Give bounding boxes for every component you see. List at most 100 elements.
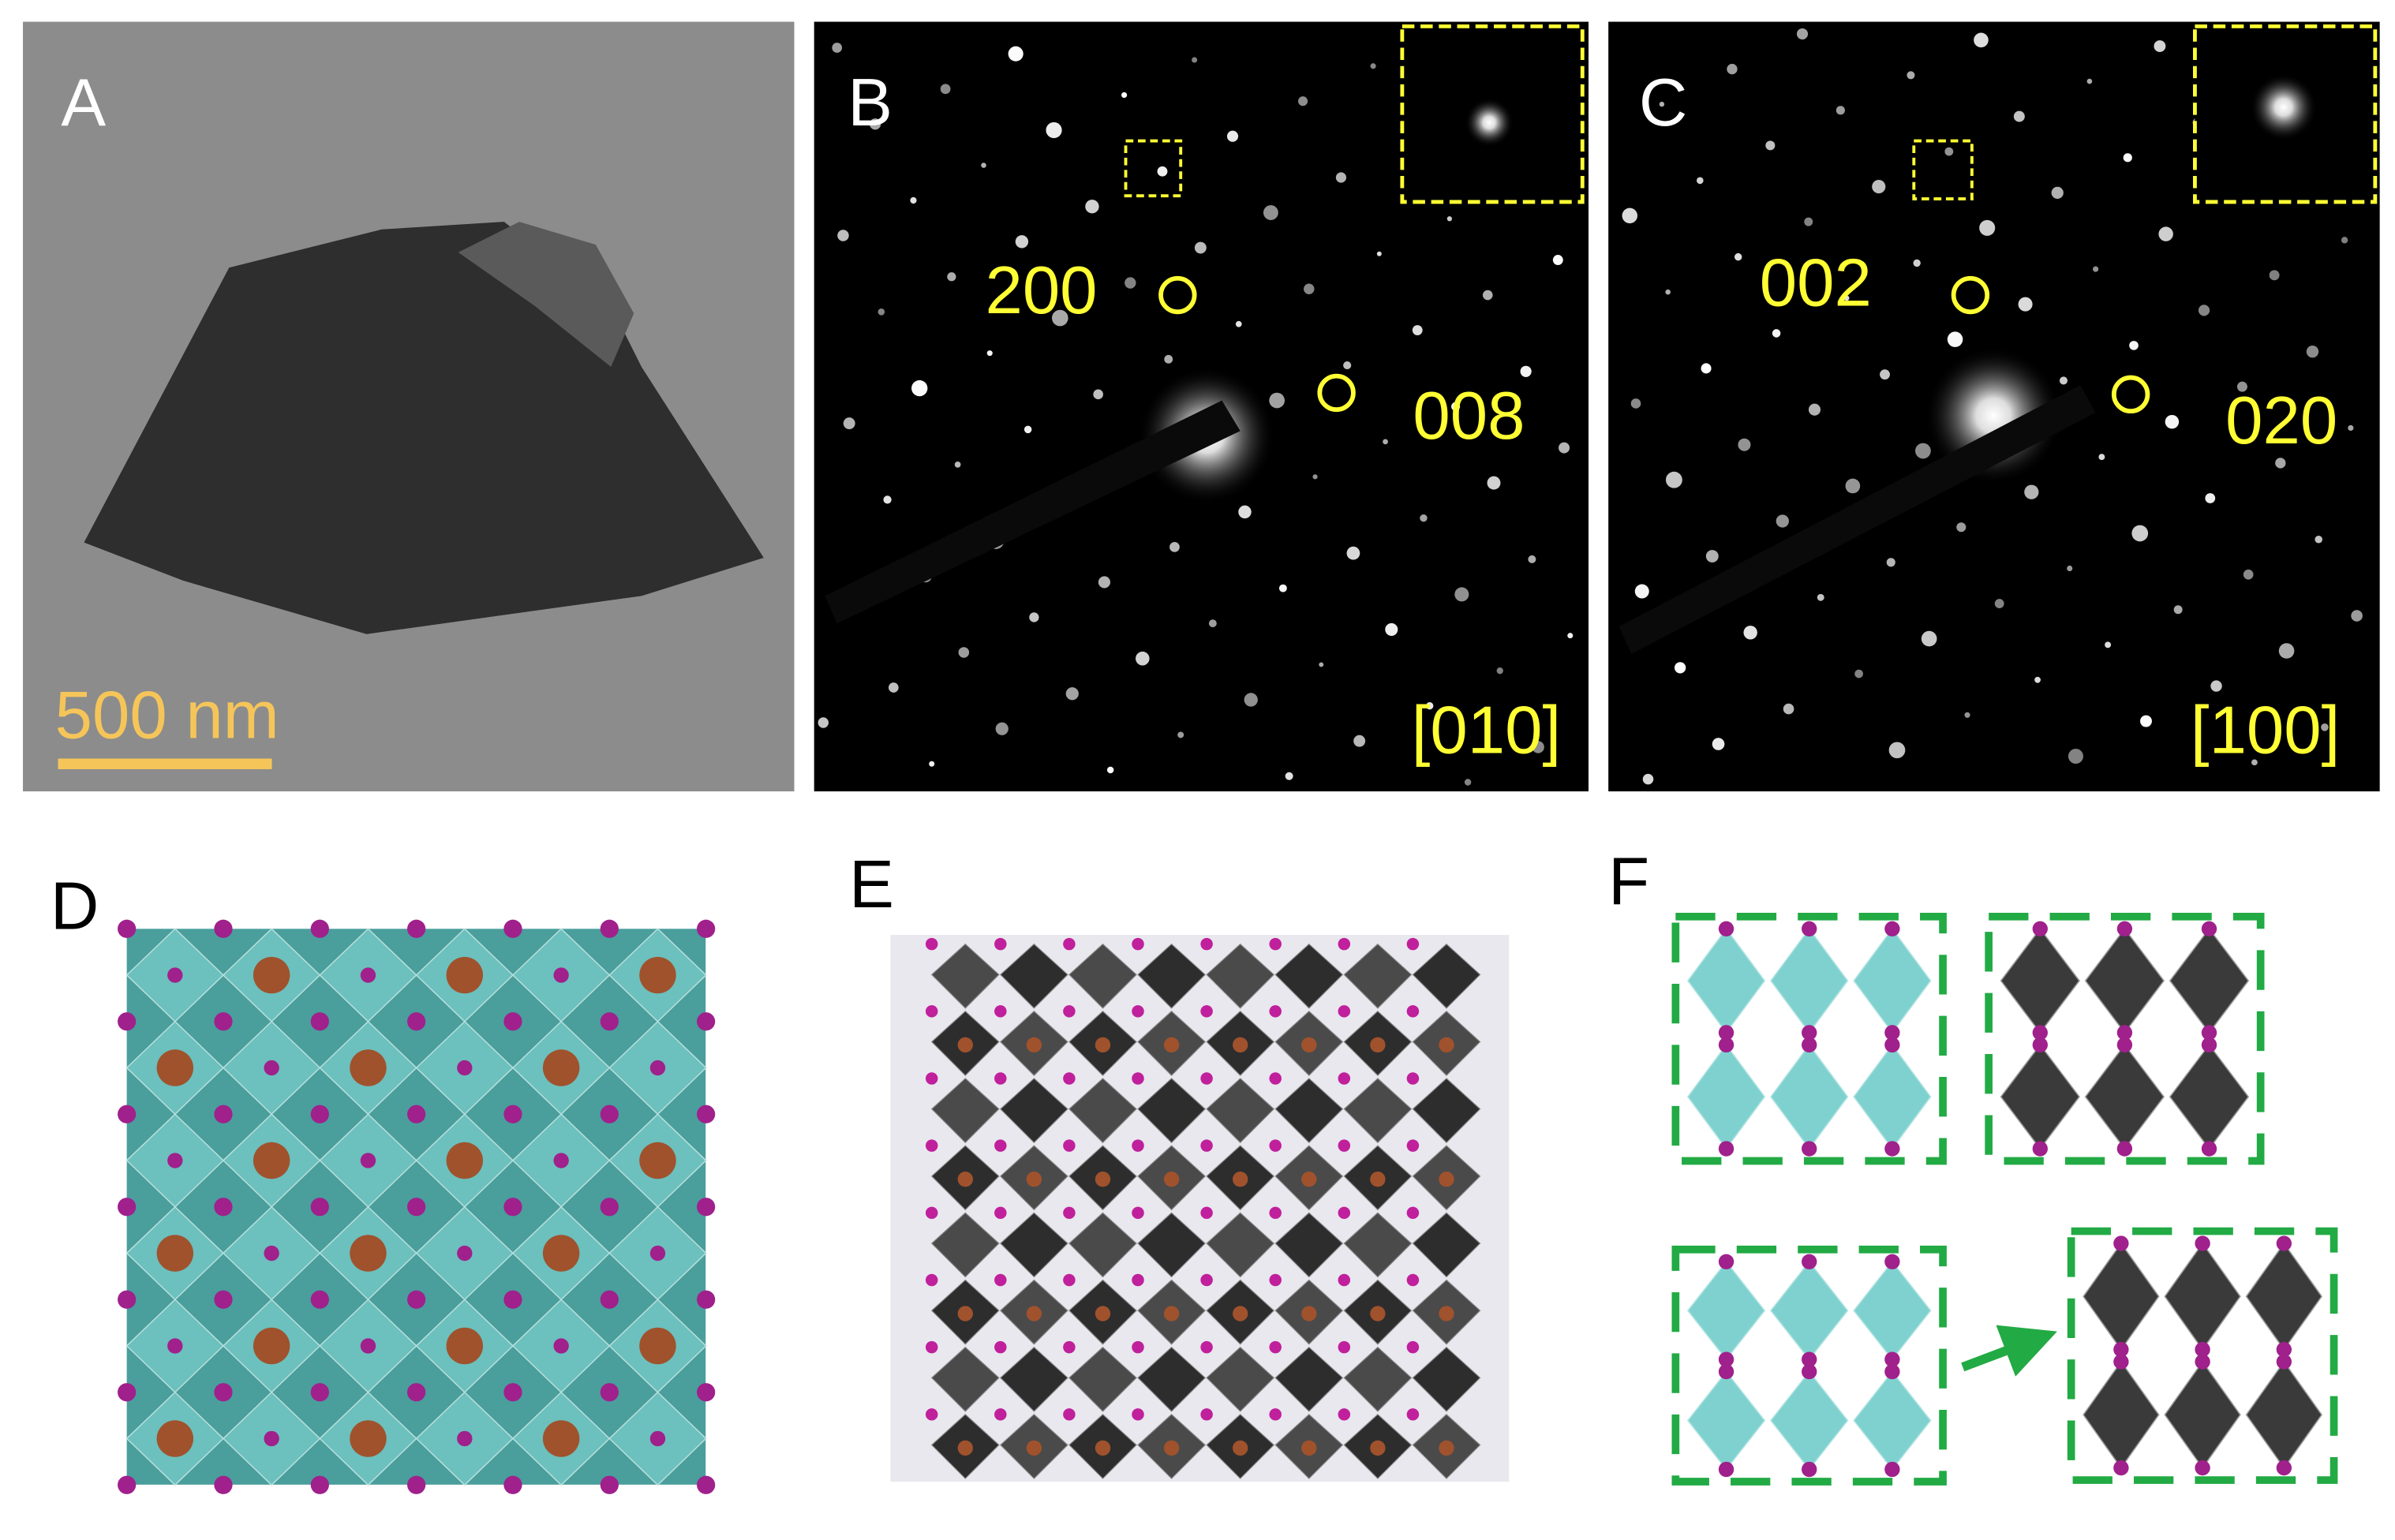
organic bbox=[957, 1172, 973, 1187]
atom bbox=[2276, 1235, 2292, 1251]
organic bbox=[446, 1327, 484, 1365]
atom bbox=[2032, 921, 2048, 936]
atom bbox=[2195, 1235, 2210, 1251]
spot bbox=[1093, 389, 1103, 400]
panel-label: D bbox=[51, 869, 99, 944]
spot-index: 008 bbox=[1413, 379, 1525, 454]
atom bbox=[1406, 1206, 1420, 1220]
atom bbox=[697, 1105, 716, 1123]
atom bbox=[1338, 937, 1351, 951]
atom bbox=[118, 1475, 137, 1494]
octahedron bbox=[2000, 928, 2080, 1034]
atom bbox=[925, 1139, 938, 1152]
octahedron bbox=[1686, 1261, 1766, 1361]
organic bbox=[1301, 1306, 1317, 1321]
spot bbox=[1712, 738, 1725, 750]
spot bbox=[832, 43, 843, 53]
atom bbox=[925, 1005, 938, 1018]
atom bbox=[1132, 1072, 1144, 1085]
spot bbox=[1051, 309, 1068, 327]
octahedron bbox=[1686, 927, 1766, 1034]
spot bbox=[1029, 612, 1039, 622]
spot bbox=[843, 417, 855, 430]
atom bbox=[600, 1475, 619, 1494]
spot bbox=[1385, 622, 1398, 636]
spot bbox=[995, 722, 1009, 735]
atom bbox=[1802, 1037, 1817, 1053]
octahedron bbox=[930, 1346, 1000, 1412]
spot bbox=[2315, 535, 2323, 544]
atom bbox=[1132, 1408, 1144, 1421]
atom bbox=[457, 1060, 473, 1076]
spot bbox=[1085, 200, 1099, 214]
octahedron bbox=[1137, 1346, 1207, 1412]
atom bbox=[1802, 1254, 1817, 1269]
spot-marker bbox=[1317, 373, 1356, 413]
atom bbox=[1269, 1408, 1282, 1421]
atom bbox=[167, 1338, 183, 1354]
atom bbox=[1802, 1363, 1817, 1380]
spot bbox=[910, 196, 917, 204]
spot bbox=[1701, 363, 1712, 374]
organic bbox=[156, 1235, 194, 1272]
spot bbox=[2351, 610, 2363, 622]
atom bbox=[118, 1383, 137, 1402]
atom bbox=[118, 1105, 137, 1123]
atom bbox=[1200, 1139, 1213, 1152]
spot bbox=[1956, 522, 1967, 533]
spot bbox=[2067, 565, 2073, 572]
spot bbox=[1319, 662, 1324, 667]
spot bbox=[1208, 619, 1217, 628]
atom bbox=[310, 1198, 329, 1217]
atom bbox=[697, 1290, 716, 1309]
organic bbox=[1095, 1306, 1111, 1321]
spot bbox=[1420, 514, 1428, 522]
spot bbox=[2068, 749, 2083, 764]
spot bbox=[2306, 345, 2319, 358]
organic bbox=[350, 1420, 387, 1457]
atom bbox=[1884, 1025, 1900, 1041]
atom bbox=[1406, 937, 1420, 951]
atom bbox=[118, 1290, 137, 1309]
spot bbox=[1675, 662, 1686, 674]
atom bbox=[2195, 1341, 2210, 1358]
atom bbox=[457, 1245, 473, 1262]
atom bbox=[503, 1383, 522, 1402]
organic bbox=[542, 1235, 580, 1272]
atom bbox=[1338, 1139, 1351, 1152]
atom bbox=[214, 1198, 233, 1217]
octahedron bbox=[2169, 1044, 2250, 1150]
atom bbox=[264, 1245, 279, 1262]
spot bbox=[1886, 558, 1895, 567]
atom bbox=[697, 1012, 716, 1031]
atom bbox=[1063, 1005, 1076, 1018]
spot bbox=[2059, 376, 2068, 385]
octahedron bbox=[1770, 1044, 1849, 1150]
organic bbox=[1026, 1037, 1042, 1053]
spot bbox=[1974, 32, 1989, 48]
spot bbox=[1772, 329, 1781, 338]
spot bbox=[2093, 266, 2099, 272]
atom bbox=[2201, 1141, 2217, 1157]
spot bbox=[2173, 605, 2183, 615]
atom bbox=[310, 1290, 329, 1309]
atom bbox=[1338, 1206, 1351, 1220]
atom bbox=[697, 1383, 716, 1402]
atom bbox=[2201, 921, 2217, 936]
spot bbox=[929, 761, 935, 767]
octahedron bbox=[1068, 1212, 1137, 1278]
spot bbox=[2013, 110, 2025, 122]
spot bbox=[2251, 759, 2258, 766]
spot bbox=[1843, 295, 1850, 301]
atom bbox=[407, 1105, 426, 1123]
atom bbox=[1132, 1005, 1144, 1018]
spot bbox=[1817, 593, 1824, 601]
spot bbox=[1743, 626, 1757, 640]
spot bbox=[1964, 712, 1970, 718]
octahedron bbox=[999, 1212, 1068, 1278]
atom bbox=[1063, 1340, 1076, 1354]
organic bbox=[1233, 1440, 1248, 1456]
lattice bbox=[118, 919, 716, 1494]
spot bbox=[1659, 101, 1665, 107]
